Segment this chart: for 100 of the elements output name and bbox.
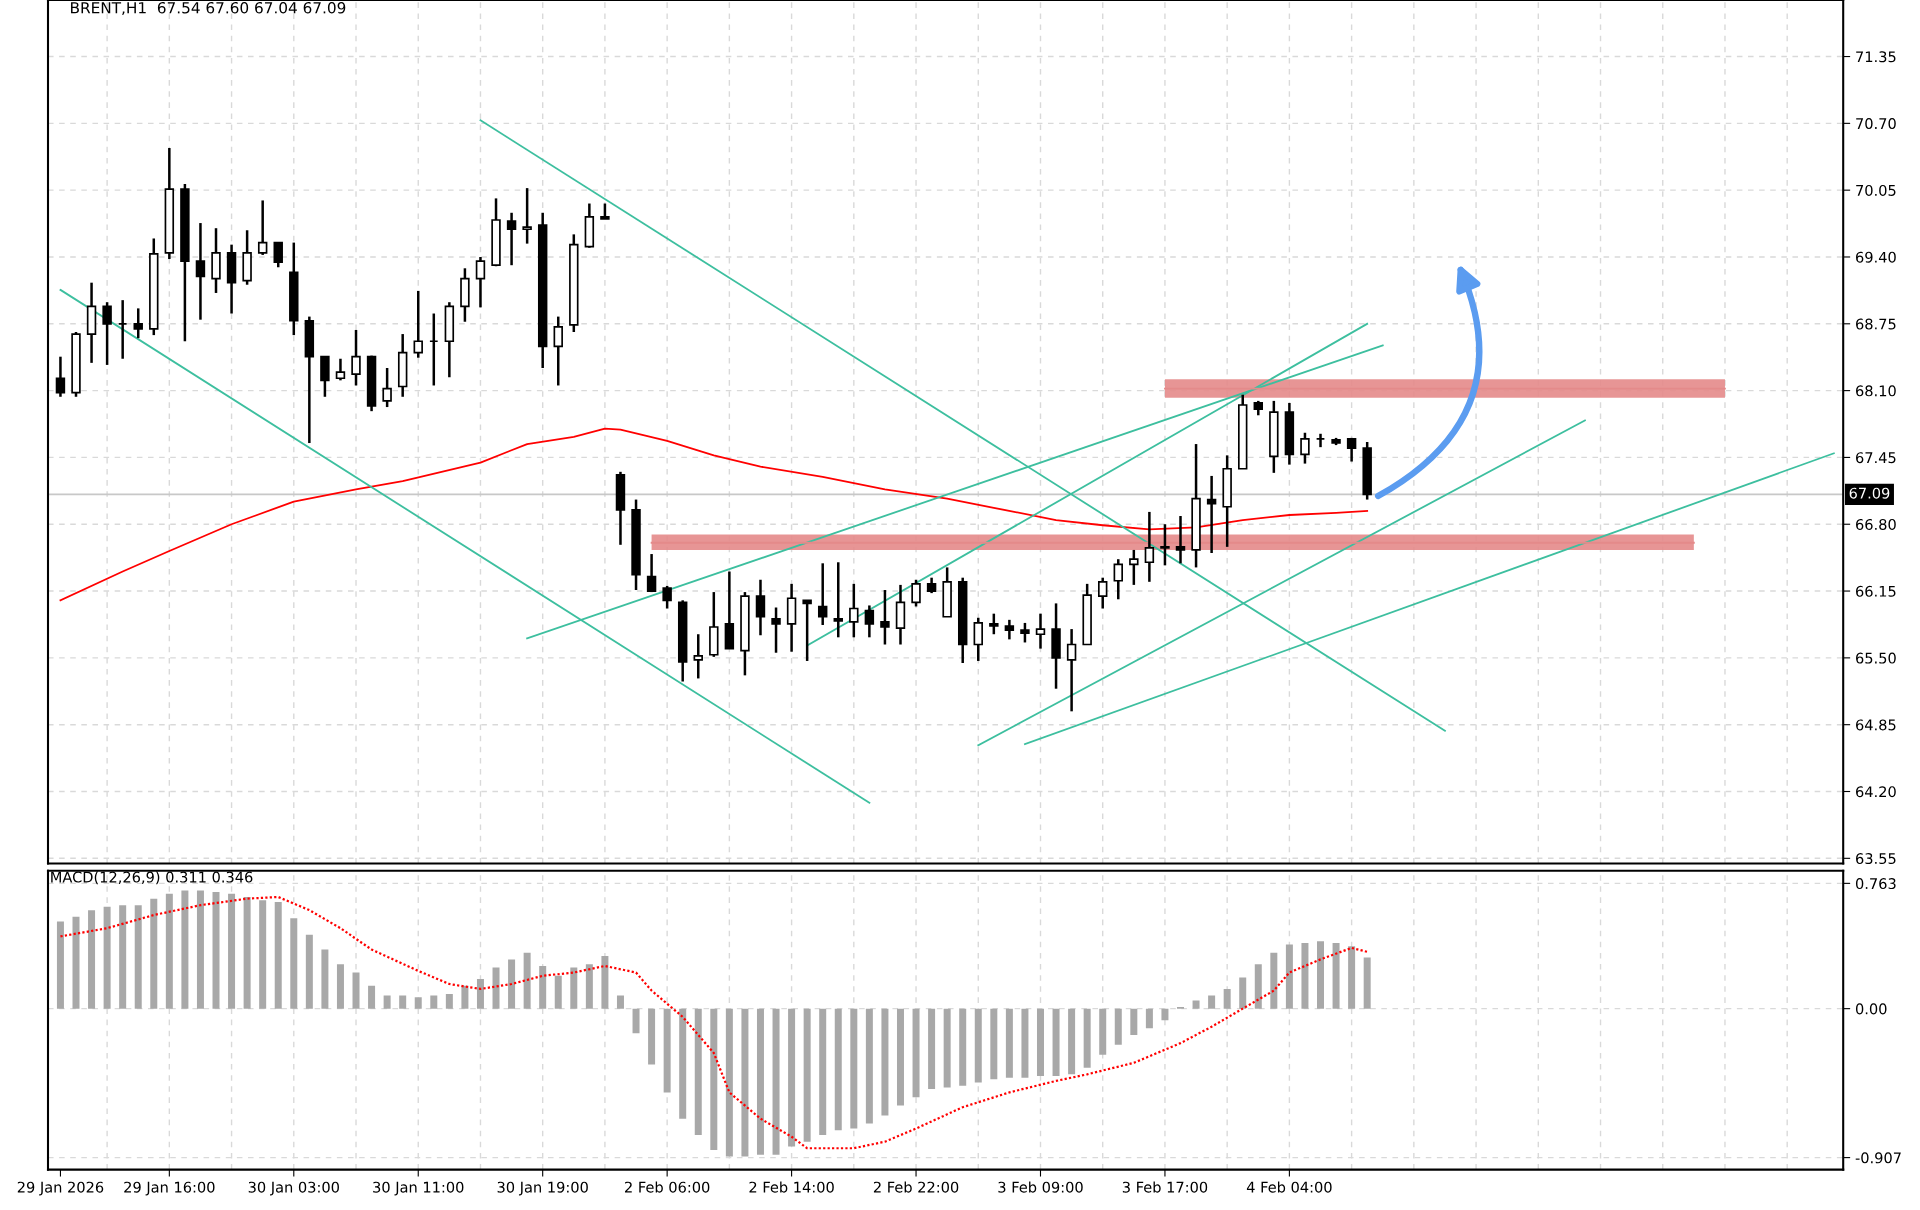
candlestick [522, 186, 532, 245]
bar [336, 964, 344, 1009]
y-tick-label: 70.70 [1856, 118, 1896, 130]
bar [1021, 1008, 1029, 1078]
bar [896, 1008, 904, 1106]
candlestick [553, 315, 563, 387]
y-tick-label: -0.907 [1855, 1152, 1901, 1164]
bar [352, 972, 360, 1009]
x-tick-label: 2 Feb 06:00 [625, 1181, 710, 1193]
candlestick [55, 355, 66, 399]
bar [663, 1008, 671, 1093]
bar [803, 1008, 811, 1142]
bar [990, 1008, 998, 1080]
x-tick-label: 30 Jan 19:00 [497, 1181, 588, 1196]
bar [959, 1008, 967, 1086]
bar [554, 975, 562, 1009]
candlestick [662, 584, 672, 610]
candlestick [817, 562, 828, 627]
y-tick-label: 68.75 [1856, 318, 1896, 330]
y-tick-label: 66.15 [1856, 585, 1896, 597]
bar [274, 901, 282, 1009]
bar [305, 934, 313, 1009]
bar [850, 1008, 858, 1129]
bar [212, 892, 220, 1009]
bar [1254, 964, 1262, 1009]
bar [756, 1008, 764, 1155]
x-tick-label: 2 Feb 22:00 [873, 1181, 959, 1193]
bar [570, 967, 578, 1009]
y-tick-label: 65.50 [1856, 652, 1896, 664]
bar [414, 997, 422, 1009]
bar [103, 906, 111, 1009]
bar [1301, 942, 1309, 1009]
bar [1223, 988, 1231, 1009]
y-tick-label: 70.05 [1856, 184, 1896, 196]
y-tick-label: 0.00 [1855, 1003, 1887, 1015]
y-tick-label: 67.45 [1856, 452, 1896, 464]
candlestick [257, 199, 268, 257]
bar [368, 985, 376, 1009]
candlestick [335, 357, 346, 382]
y-tick-label: 66.80 [1856, 518, 1896, 530]
bar [710, 1008, 718, 1150]
bar [430, 995, 438, 1009]
bar [492, 967, 500, 1009]
ref-line-label: 67.09 [1849, 487, 1890, 499]
bar [321, 949, 329, 1009]
candlestick [475, 255, 486, 309]
bar [72, 916, 80, 1009]
candlestick [1097, 576, 1108, 610]
bar [741, 1008, 749, 1157]
bar [834, 1008, 842, 1131]
y-tick-label: 63.55 [1856, 853, 1896, 865]
y-tick-label: 0.763 [1855, 878, 1896, 890]
bar [1192, 1000, 1200, 1009]
line-series [59, 895, 1369, 1150]
bar [1208, 995, 1216, 1009]
bar [772, 1008, 780, 1155]
bar [865, 1008, 873, 1124]
bar [679, 1008, 687, 1119]
y-tick-label: 68.10 [1856, 385, 1896, 397]
candlestick [802, 599, 812, 663]
bar [1068, 1008, 1076, 1075]
y-tick-label: 71.35 [1856, 51, 1896, 63]
bar [508, 959, 516, 1009]
candlestick [1020, 621, 1030, 644]
bar [150, 898, 158, 1009]
bar [383, 995, 391, 1009]
bar [181, 890, 189, 1009]
candlestick [506, 211, 517, 267]
x-tick-label: 29 Jan 2026 [17, 1181, 104, 1196]
bar [1083, 1008, 1091, 1068]
x-tick-label: 3 Feb 17:00 [1122, 1181, 1208, 1193]
bar [819, 1008, 827, 1136]
bar [585, 964, 593, 1009]
y-tick-label: 64.20 [1856, 786, 1896, 798]
candlestick [864, 604, 875, 639]
candlestick [833, 561, 843, 639]
bar [1161, 1008, 1169, 1021]
bar [259, 900, 267, 1009]
candlestick [1035, 612, 1046, 650]
bar [1052, 1008, 1060, 1076]
candlestick [755, 578, 766, 637]
bar [1145, 1008, 1153, 1029]
bar [119, 905, 127, 1009]
candlestick [413, 289, 423, 359]
bar [88, 910, 96, 1009]
candlestick [273, 241, 283, 269]
bar [1099, 1008, 1107, 1055]
x-tick-label: 2 Feb 14:00 [749, 1181, 834, 1193]
candlestick [771, 606, 781, 654]
candlestick [320, 355, 330, 399]
chart-title: MACD(12,26,9) 0.311 0.346 [51, 871, 253, 885]
bar [648, 1008, 656, 1065]
bar [928, 1008, 936, 1090]
candlestick [849, 582, 859, 639]
candlestick [1066, 627, 1077, 713]
bar [523, 952, 531, 1009]
candlestick [693, 632, 703, 680]
x-tick-label: 30 Jan 03:00 [248, 1181, 339, 1196]
bar [974, 1008, 982, 1083]
bar [290, 918, 298, 1009]
